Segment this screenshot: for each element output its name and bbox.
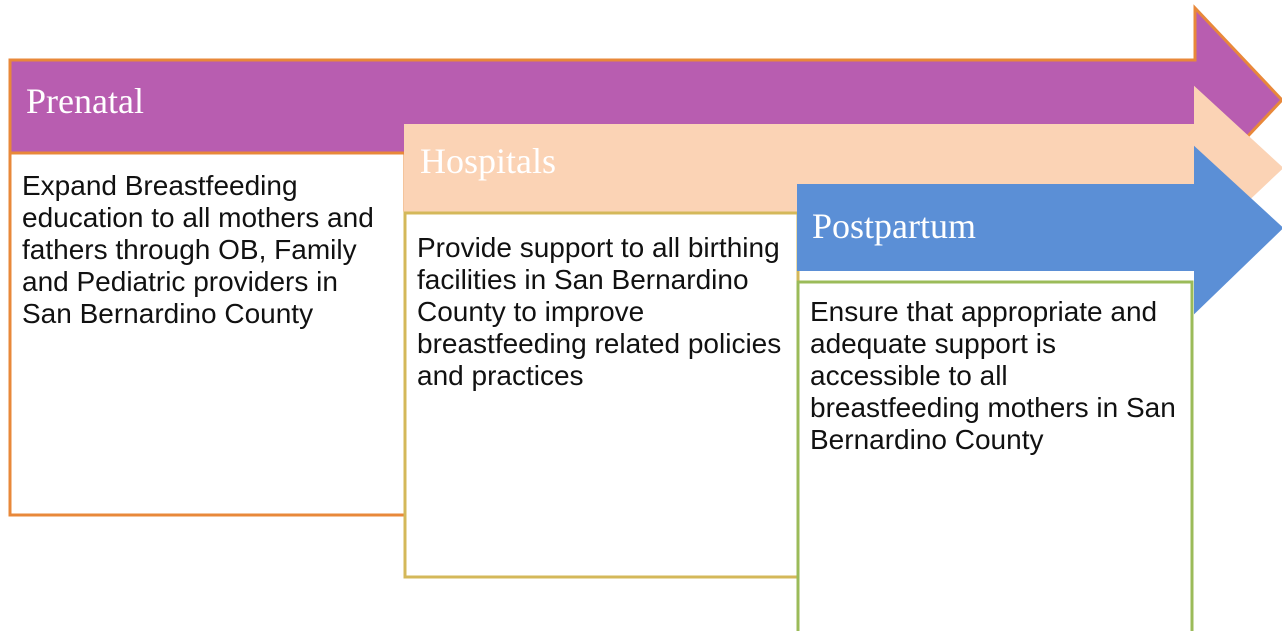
box-prenatal bbox=[8, 151, 407, 517]
stage-text: Provide support to all birthing faciliti… bbox=[417, 232, 782, 391]
arrow-postpartum bbox=[797, 145, 1282, 315]
stage-title: Prenatal bbox=[26, 81, 144, 121]
stage-text: Expand Breastfeeding education to all mo… bbox=[22, 170, 374, 329]
stage-title: Hospitals bbox=[420, 141, 557, 181]
stage-title: Postpartum bbox=[812, 206, 977, 246]
box-postpartum bbox=[796, 280, 1194, 631]
stage-text: Ensure that appropriate and adequate sup… bbox=[810, 296, 1176, 455]
